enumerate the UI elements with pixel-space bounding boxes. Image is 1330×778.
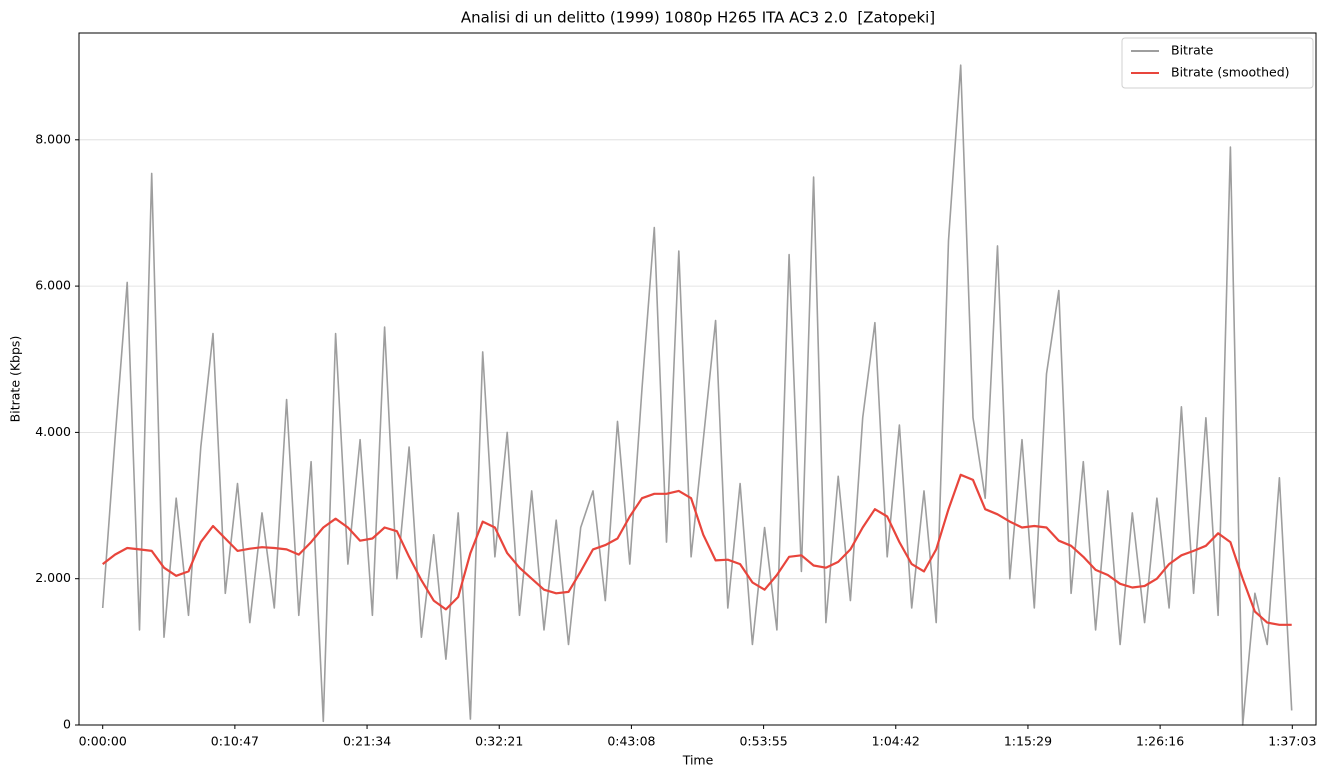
x-tick-label: 0:32:21 — [475, 734, 523, 749]
plot-frame — [78, 32, 1317, 726]
y-tick-label: 4.000 — [35, 424, 71, 439]
series-line — [101, 64, 1293, 726]
series-line — [102, 473, 1292, 626]
x-axis-label: Time — [682, 753, 714, 768]
x-tick-label: 1:15:29 — [1004, 734, 1052, 749]
x-tick-label: 0:10:47 — [211, 734, 259, 749]
y-axis-label: Bitrate (Kbps) — [8, 336, 23, 423]
x-tick-label: 0:00:00 — [79, 734, 127, 749]
chart-title: Analisi di un delitto (1999) 1080p H265 … — [461, 9, 935, 27]
y-tick-label: 2.000 — [35, 570, 71, 585]
x-tick-label: 1:04:42 — [872, 734, 920, 749]
y-tick-label: 8.000 — [35, 131, 71, 146]
x-tick-label: 0:43:08 — [607, 734, 655, 749]
y-tick-label: 0 — [63, 717, 71, 732]
x-tick-label: 0:21:34 — [343, 734, 391, 749]
x-tick-label: 0:53:55 — [739, 734, 787, 749]
y-tick-label: 6.000 — [35, 278, 71, 293]
legend-label: Bitrate (smoothed) — [1171, 65, 1290, 80]
legend-box — [1121, 37, 1314, 89]
x-tick-label: 1:37:03 — [1268, 734, 1316, 749]
x-tick-label: 1:26:16 — [1136, 734, 1184, 749]
legend-label: Bitrate — [1171, 43, 1214, 58]
